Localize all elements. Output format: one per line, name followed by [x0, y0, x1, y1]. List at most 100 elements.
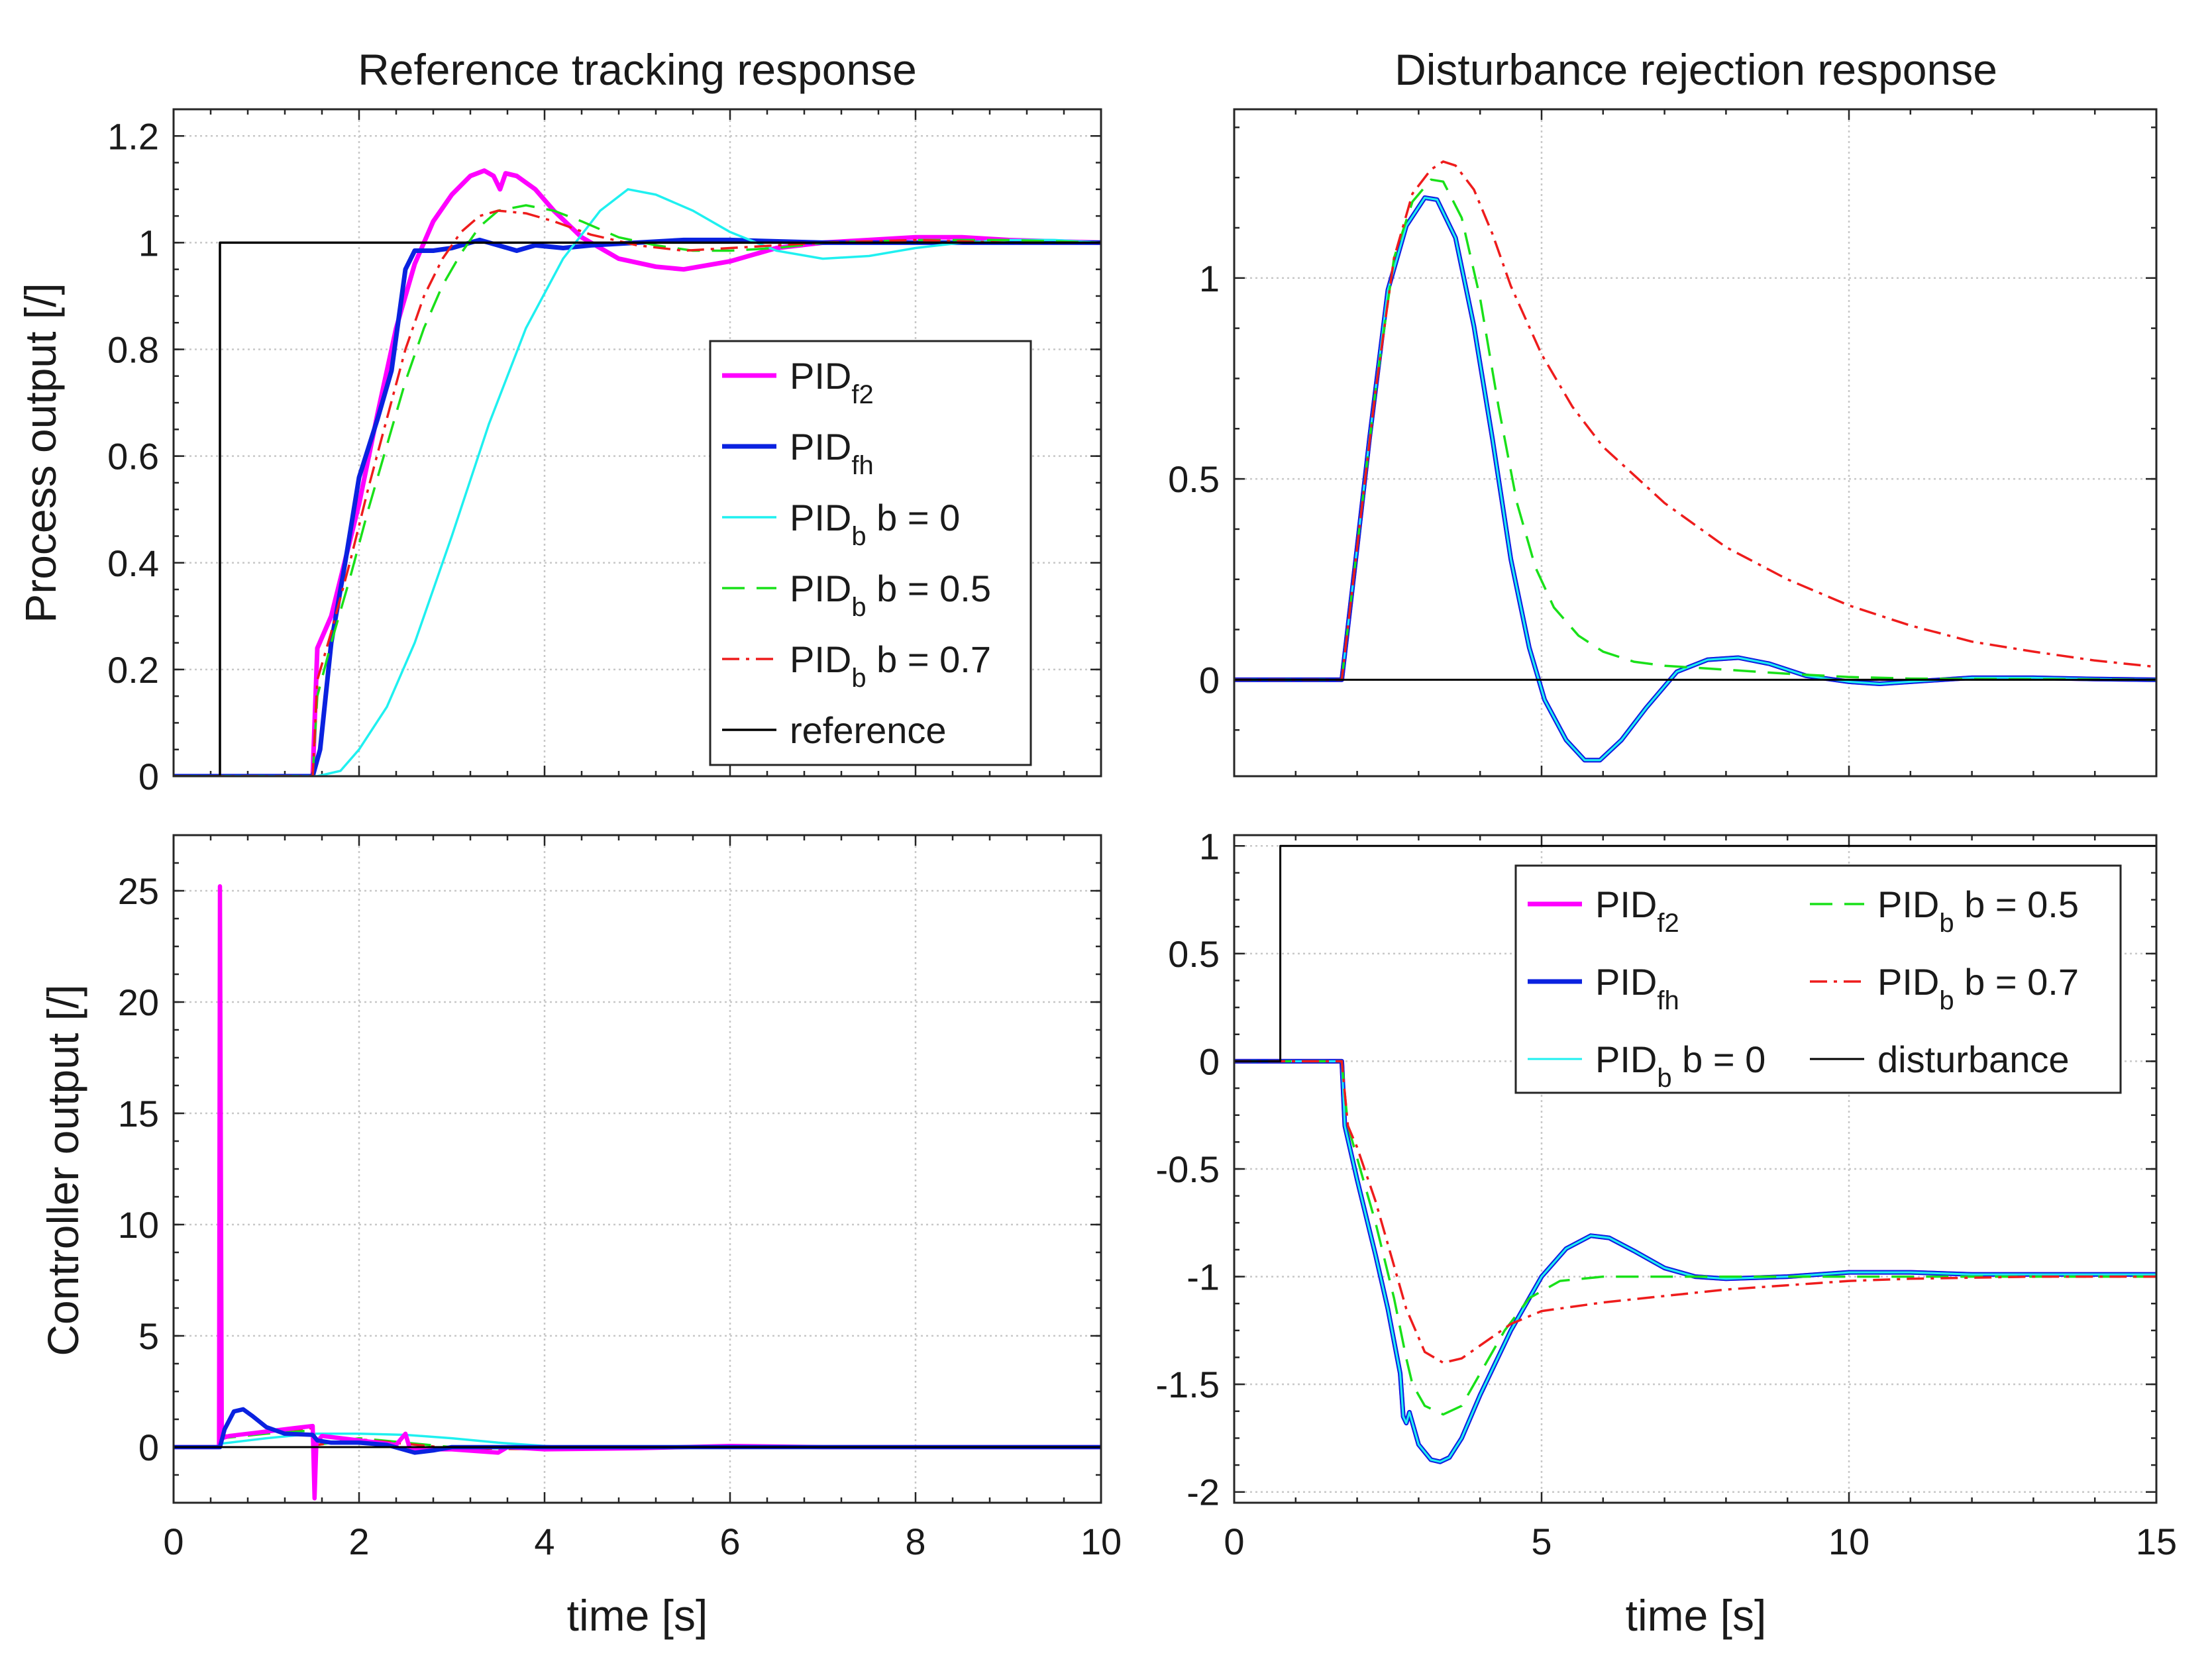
x-tick-label: 6	[719, 1521, 740, 1562]
legend-label-PIDb07: PIDb b = 0.7	[790, 638, 991, 693]
legend-label-PIDfh: PIDfh	[790, 426, 874, 480]
y-tick-label: -1	[1186, 1256, 1220, 1298]
legend-label-suffix: b = 0	[867, 497, 961, 538]
legend-label-subscript: fh	[1657, 986, 1679, 1015]
series-layer	[174, 884, 1101, 1501]
series-line-PIDb05	[1234, 1060, 2156, 1416]
series-layer	[1234, 160, 2156, 763]
legend-label-PIDb0: PIDb b = 0	[1595, 1038, 1765, 1093]
disturbance-rejection-controller-output-panel: time [s] 0 5 10 15-2-1.5-1-0.500.51 PIDf2PI…	[1156, 825, 2178, 1640]
grid-layer	[174, 835, 1101, 1503]
legend-label-PIDfh: PIDfh	[1595, 961, 1679, 1015]
y-tick-label: 20	[118, 982, 159, 1023]
y-tick-label: 1	[1199, 258, 1220, 299]
x-tick-label: 10	[1080, 1521, 1122, 1562]
x-axis-label: time [s]	[567, 1591, 708, 1640]
reference-tracking-process-output-panel: Reference tracking response Process outp…	[16, 45, 1102, 797]
series-line-PIDb0	[1234, 1060, 2156, 1463]
panel-title: Disturbance rejection response	[1395, 45, 1997, 94]
y-tick-label: 25	[118, 870, 159, 912]
legend-label-base: PID	[1595, 961, 1657, 1003]
legend-label-base: PID	[1595, 1038, 1657, 1080]
legend-label-ref: reference	[790, 709, 947, 751]
x-tick-label: 8	[905, 1521, 925, 1562]
x-tick-label: 0	[1224, 1521, 1244, 1562]
legend-label-PIDb07: PIDb b = 0.7	[1877, 961, 2079, 1015]
y-tick-label: 0.6	[107, 436, 159, 478]
legend-label-base: PID	[1877, 961, 1939, 1003]
reference-tracking-controller-output-panel: Controller output [/] time [s] 0 2 4 6 8 10 0 5…	[38, 834, 1122, 1640]
legend-label-suffix: b = 0	[1672, 1038, 1766, 1080]
y-tick-label: 1	[138, 222, 159, 264]
legend-label-ref: disturbance	[1877, 1038, 2070, 1080]
plot-area-frame	[1233, 834, 2158, 1504]
series-line-ref	[174, 241, 1101, 776]
legend-label-base: reference	[790, 709, 947, 751]
plot-area-frame	[172, 108, 1102, 778]
legend-label-subscript: b	[1939, 986, 1954, 1015]
plot-area-frame	[1233, 108, 2158, 778]
series-line-PIDfh	[174, 237, 1101, 776]
y-axis-label: Process output [/]	[16, 283, 65, 623]
y-tick-label: 5	[138, 1315, 159, 1357]
legend-label-base: PID	[790, 355, 851, 397]
legend-label-subscript: b	[851, 593, 866, 622]
legend-label-base: PID	[790, 638, 851, 680]
legend-label-PIDb05: PIDb b = 0.5	[1877, 883, 2079, 938]
legend-label-base: PID	[790, 497, 851, 538]
legend-label-subscript: b	[1657, 1064, 1671, 1093]
x-axis-label: time [s]	[1626, 1591, 1767, 1640]
legend-label-base: PID	[790, 568, 851, 609]
y-tick-label: 0	[138, 1427, 159, 1468]
plot-area-frame	[172, 834, 1102, 1504]
x-tick-label: 15	[2136, 1521, 2177, 1562]
y-tick-label: 0.2	[107, 649, 159, 691]
panel-title: Reference tracking response	[358, 45, 917, 94]
y-tick-label: 1	[1199, 825, 1220, 867]
legend-label-PIDb0: PIDb b = 0	[790, 497, 960, 551]
x-tick-label: 10	[1828, 1521, 1870, 1562]
y-tick-label: 10	[118, 1204, 159, 1246]
legend-label-subscript: b	[1939, 909, 1954, 938]
series-layer	[1234, 844, 2156, 1464]
y-tick-label: 0.5	[1168, 933, 1220, 975]
tick-layer: 0 0.2 0.4 0.6 0.8 1 1.2	[107, 108, 1102, 797]
legend-label-subscript: b	[851, 522, 866, 551]
y-tick-label: 15	[118, 1093, 159, 1135]
y-tick-label: 0.5	[1168, 458, 1220, 500]
legend-label-suffix: b = 0.7	[867, 638, 991, 680]
legend-label-base: PID	[1595, 883, 1657, 925]
series-line-PIDb0	[174, 188, 1101, 776]
legend-label-subscript: b	[851, 664, 866, 693]
y-axis-label: Controller output [/]	[38, 984, 87, 1356]
series-line-PIDb0	[1234, 197, 2156, 762]
y-tick-label: 1.2	[107, 115, 159, 157]
tick-layer: 0 5 10 15 -2 -1.5 -1 -0.5 0 0.5 1	[1156, 825, 2178, 1562]
x-tick-label: 0	[163, 1521, 184, 1562]
legend-label-suffix: b = 0.5	[867, 568, 991, 609]
x-tick-label: 5	[1531, 1521, 1552, 1562]
y-tick-label: -2	[1186, 1472, 1220, 1513]
y-tick-label: 0	[138, 756, 159, 797]
legend-label-PIDf2: PIDf2	[790, 355, 874, 409]
legend-label-base: PID	[790, 426, 851, 468]
tick-layer: 00.51	[1168, 109, 2158, 776]
legend-label-suffix: b = 0.7	[1954, 961, 2079, 1003]
legend-box	[709, 340, 1032, 766]
y-tick-label: -0.5	[1156, 1148, 1220, 1190]
series-layer	[174, 168, 1101, 776]
series-line-PIDfh	[174, 1407, 1101, 1455]
legend-label-PIDf2: PIDf2	[1595, 883, 1679, 938]
legend-label-PIDb05: PIDb b = 0.5	[790, 568, 991, 622]
legend-label-base: PID	[1877, 883, 1939, 925]
y-tick-label: -1.5	[1156, 1364, 1220, 1405]
y-tick-label: 0	[1199, 659, 1220, 701]
legend-label-subscript: f2	[1657, 909, 1679, 938]
disturbance-rejection-process-output-panel: Disturbance rejection response 00.51	[1168, 45, 2158, 778]
y-tick-label: 0.8	[107, 329, 159, 371]
legend-label-base: disturbance	[1877, 1038, 2070, 1080]
series-line-PIDb07	[174, 209, 1101, 776]
